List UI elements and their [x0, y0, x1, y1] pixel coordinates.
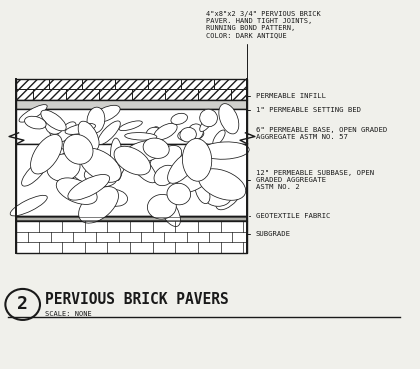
- Ellipse shape: [84, 161, 124, 182]
- Bar: [16, 144, 247, 216]
- Ellipse shape: [195, 179, 210, 204]
- Ellipse shape: [143, 138, 169, 158]
- Ellipse shape: [119, 121, 142, 131]
- Ellipse shape: [65, 123, 95, 134]
- Bar: [16, 109, 247, 144]
- Text: PERVIOUS BRICK PAVERS: PERVIOUS BRICK PAVERS: [45, 292, 228, 307]
- Ellipse shape: [182, 138, 212, 181]
- Bar: [16, 216, 247, 221]
- Text: 2: 2: [17, 296, 28, 313]
- Bar: [16, 100, 247, 109]
- Ellipse shape: [74, 170, 116, 187]
- Ellipse shape: [205, 187, 231, 206]
- Ellipse shape: [47, 154, 80, 181]
- Ellipse shape: [171, 113, 187, 124]
- Ellipse shape: [213, 130, 225, 145]
- Ellipse shape: [198, 169, 246, 200]
- Ellipse shape: [219, 104, 239, 134]
- Ellipse shape: [149, 127, 161, 146]
- Ellipse shape: [10, 195, 47, 216]
- Ellipse shape: [200, 109, 218, 127]
- Ellipse shape: [154, 165, 176, 186]
- Ellipse shape: [150, 145, 181, 173]
- Bar: [16, 221, 247, 253]
- Ellipse shape: [178, 128, 204, 141]
- Ellipse shape: [184, 144, 210, 165]
- Ellipse shape: [110, 138, 123, 180]
- Ellipse shape: [168, 151, 198, 183]
- Text: PERMEABLE INFILL: PERMEABLE INFILL: [247, 88, 326, 99]
- Ellipse shape: [98, 121, 121, 145]
- Text: 6" PERMEABLE BASE, OPEN GRADED
AGGREGATE ASTM NO. 57: 6" PERMEABLE BASE, OPEN GRADED AGGREGATE…: [247, 127, 387, 140]
- Ellipse shape: [79, 148, 121, 182]
- Ellipse shape: [62, 153, 94, 184]
- Ellipse shape: [123, 140, 165, 163]
- Ellipse shape: [128, 152, 157, 183]
- Ellipse shape: [50, 126, 73, 151]
- Ellipse shape: [147, 194, 176, 219]
- Ellipse shape: [87, 107, 105, 133]
- Ellipse shape: [114, 146, 150, 175]
- Ellipse shape: [216, 182, 243, 210]
- Ellipse shape: [158, 196, 181, 227]
- Ellipse shape: [68, 175, 110, 200]
- Ellipse shape: [146, 127, 163, 144]
- Ellipse shape: [200, 114, 214, 132]
- Ellipse shape: [56, 178, 97, 204]
- Ellipse shape: [79, 187, 118, 223]
- Text: SUBGRADE: SUBGRADE: [247, 231, 291, 237]
- Ellipse shape: [19, 104, 47, 122]
- Text: 1" PERMEABLE SETTING BED: 1" PERMEABLE SETTING BED: [247, 107, 361, 113]
- Ellipse shape: [154, 123, 177, 140]
- Ellipse shape: [41, 110, 66, 131]
- Ellipse shape: [21, 159, 47, 186]
- Ellipse shape: [200, 142, 249, 159]
- Text: 4"x8"x2 3/4" PERVIOUS BRICK
PAVER. HAND TIGHT JOINTS,
RUNNING BOND PATTERN,
COLO: 4"x8"x2 3/4" PERVIOUS BRICK PAVER. HAND …: [206, 11, 321, 86]
- Text: 12" PERMEABLE SUBBASE, OPEN
GRADED AGGREGATE
ASTM NO. 2: 12" PERMEABLE SUBBASE, OPEN GRADED AGGRE…: [247, 170, 374, 190]
- Ellipse shape: [188, 124, 203, 140]
- Text: GEOTEXTILE FABRIC: GEOTEXTILE FABRIC: [249, 213, 330, 219]
- Ellipse shape: [180, 127, 197, 142]
- Ellipse shape: [57, 122, 76, 142]
- Ellipse shape: [78, 121, 99, 150]
- Ellipse shape: [45, 119, 63, 134]
- Ellipse shape: [24, 116, 46, 129]
- Ellipse shape: [31, 134, 62, 174]
- Ellipse shape: [125, 132, 157, 140]
- Bar: [16, 79, 247, 100]
- Ellipse shape: [102, 189, 128, 206]
- Text: SCALE: NONE: SCALE: NONE: [45, 311, 91, 317]
- Ellipse shape: [92, 105, 120, 123]
- Ellipse shape: [167, 183, 191, 205]
- Ellipse shape: [177, 167, 211, 193]
- Ellipse shape: [63, 134, 93, 164]
